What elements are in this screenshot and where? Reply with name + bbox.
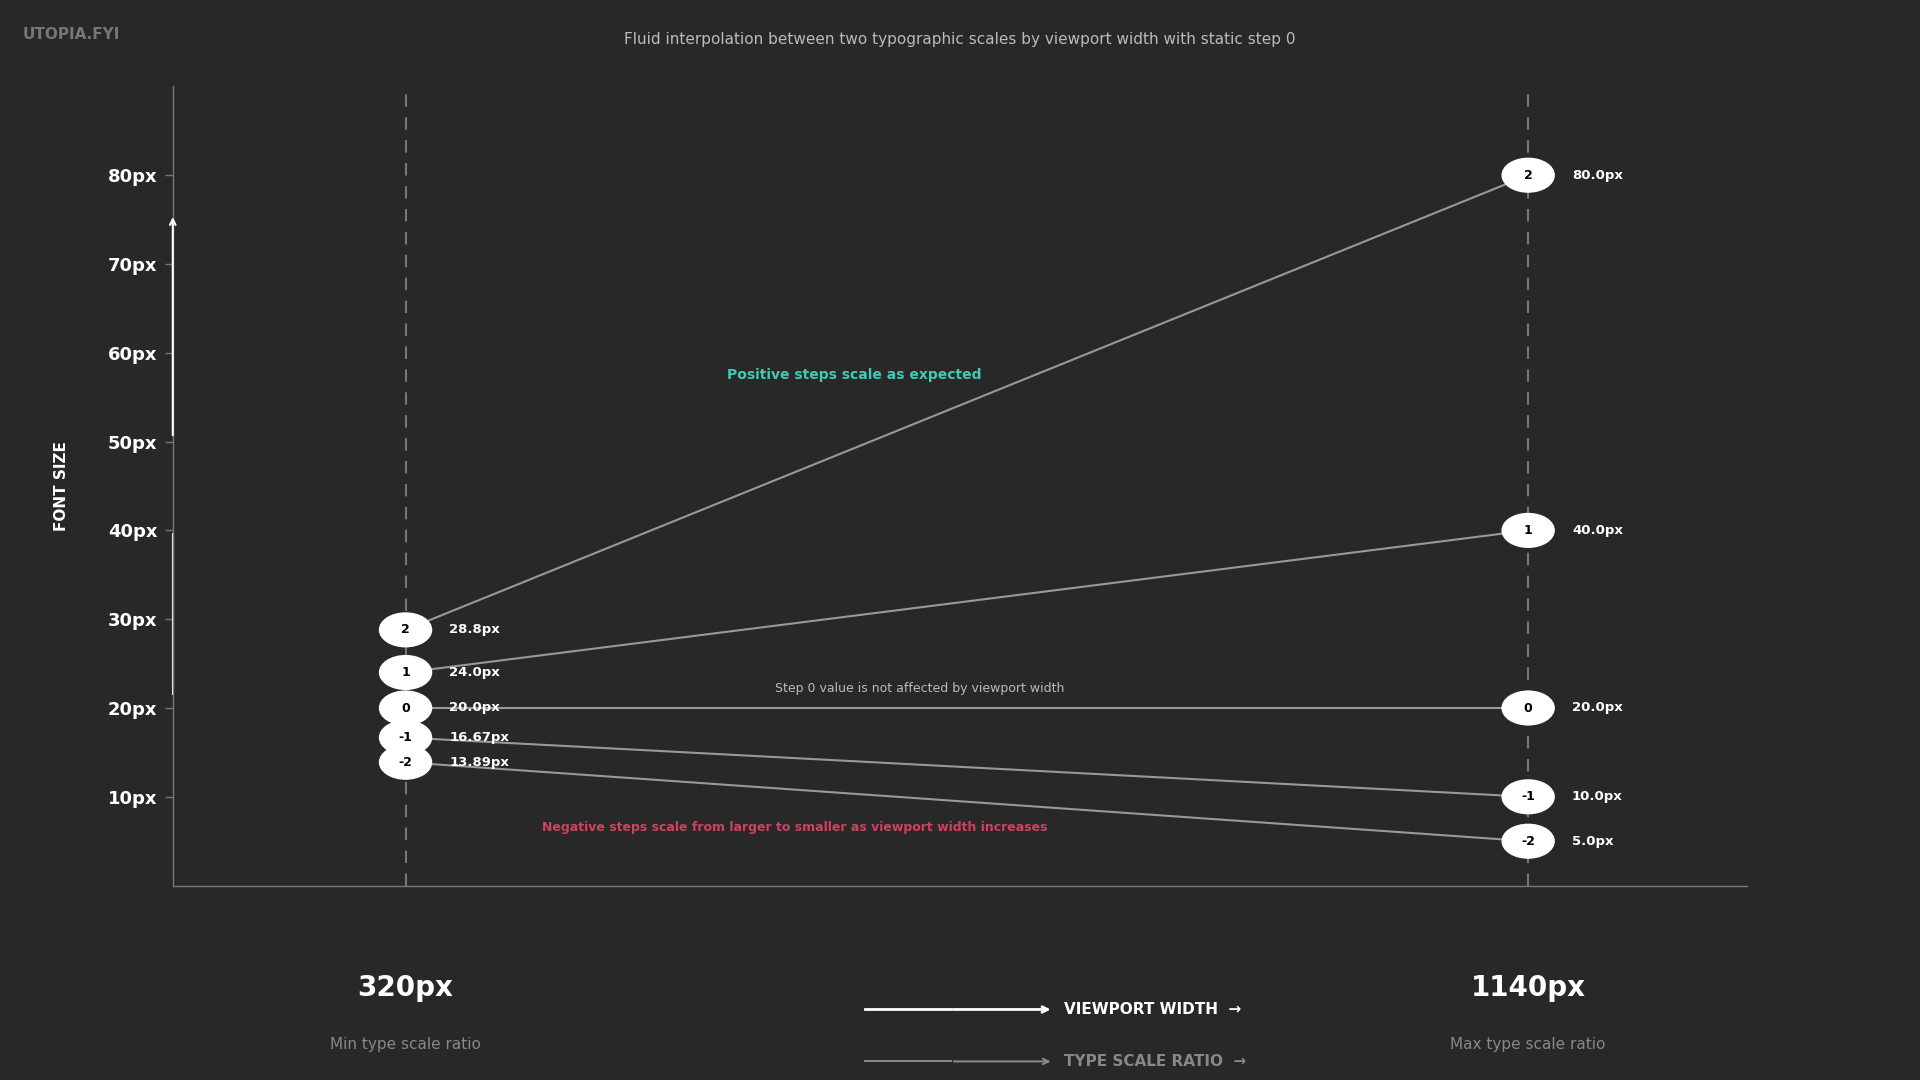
Text: 1: 1 (1524, 524, 1532, 537)
Text: FONT SIZE: FONT SIZE (54, 441, 69, 531)
Text: 40.0px: 40.0px (1572, 524, 1622, 537)
Text: Min type scale ratio: Min type scale ratio (330, 1038, 482, 1052)
Text: 20.0px: 20.0px (449, 702, 499, 715)
Text: 80.0px: 80.0px (1572, 168, 1622, 181)
Ellipse shape (380, 745, 432, 779)
Text: 5.0px: 5.0px (1572, 835, 1613, 848)
Text: Negative steps scale from larger to smaller as viewport width increases: Negative steps scale from larger to smal… (543, 821, 1048, 834)
Text: 0: 0 (401, 702, 409, 715)
Ellipse shape (380, 720, 432, 755)
Text: 0: 0 (1524, 702, 1532, 715)
Text: UTOPIA.FYI: UTOPIA.FYI (23, 27, 121, 42)
Text: Step 0 value is not affected by viewport width: Step 0 value is not affected by viewport… (776, 681, 1064, 696)
Ellipse shape (1501, 513, 1553, 548)
Ellipse shape (1501, 824, 1553, 859)
Text: 2: 2 (401, 623, 409, 636)
Text: Positive steps scale as expected: Positive steps scale as expected (728, 368, 981, 382)
Text: -1: -1 (399, 731, 413, 744)
Text: Max type scale ratio: Max type scale ratio (1450, 1038, 1605, 1052)
Ellipse shape (1501, 780, 1553, 813)
Ellipse shape (1501, 159, 1553, 192)
Text: -2: -2 (1521, 835, 1536, 848)
Text: 10.0px: 10.0px (1572, 791, 1622, 804)
Ellipse shape (380, 691, 432, 725)
Text: VIEWPORT WIDTH  →: VIEWPORT WIDTH → (1064, 1002, 1242, 1017)
Text: 1140px: 1140px (1471, 973, 1586, 1001)
Text: 13.89px: 13.89px (449, 756, 509, 769)
Text: 320px: 320px (357, 973, 453, 1001)
Text: 1: 1 (401, 666, 409, 679)
Text: 24.0px: 24.0px (449, 666, 499, 679)
Text: 2: 2 (1524, 168, 1532, 181)
Text: -2: -2 (399, 756, 413, 769)
Text: Fluid interpolation between two typographic scales by viewport width with static: Fluid interpolation between two typograp… (624, 32, 1296, 48)
Text: -1: -1 (1521, 791, 1536, 804)
Text: 28.8px: 28.8px (449, 623, 499, 636)
Ellipse shape (380, 656, 432, 689)
Ellipse shape (1501, 691, 1553, 725)
Text: 16.67px: 16.67px (449, 731, 509, 744)
Text: TYPE SCALE RATIO  →: TYPE SCALE RATIO → (1064, 1054, 1246, 1069)
Ellipse shape (380, 613, 432, 647)
Text: 20.0px: 20.0px (1572, 702, 1622, 715)
